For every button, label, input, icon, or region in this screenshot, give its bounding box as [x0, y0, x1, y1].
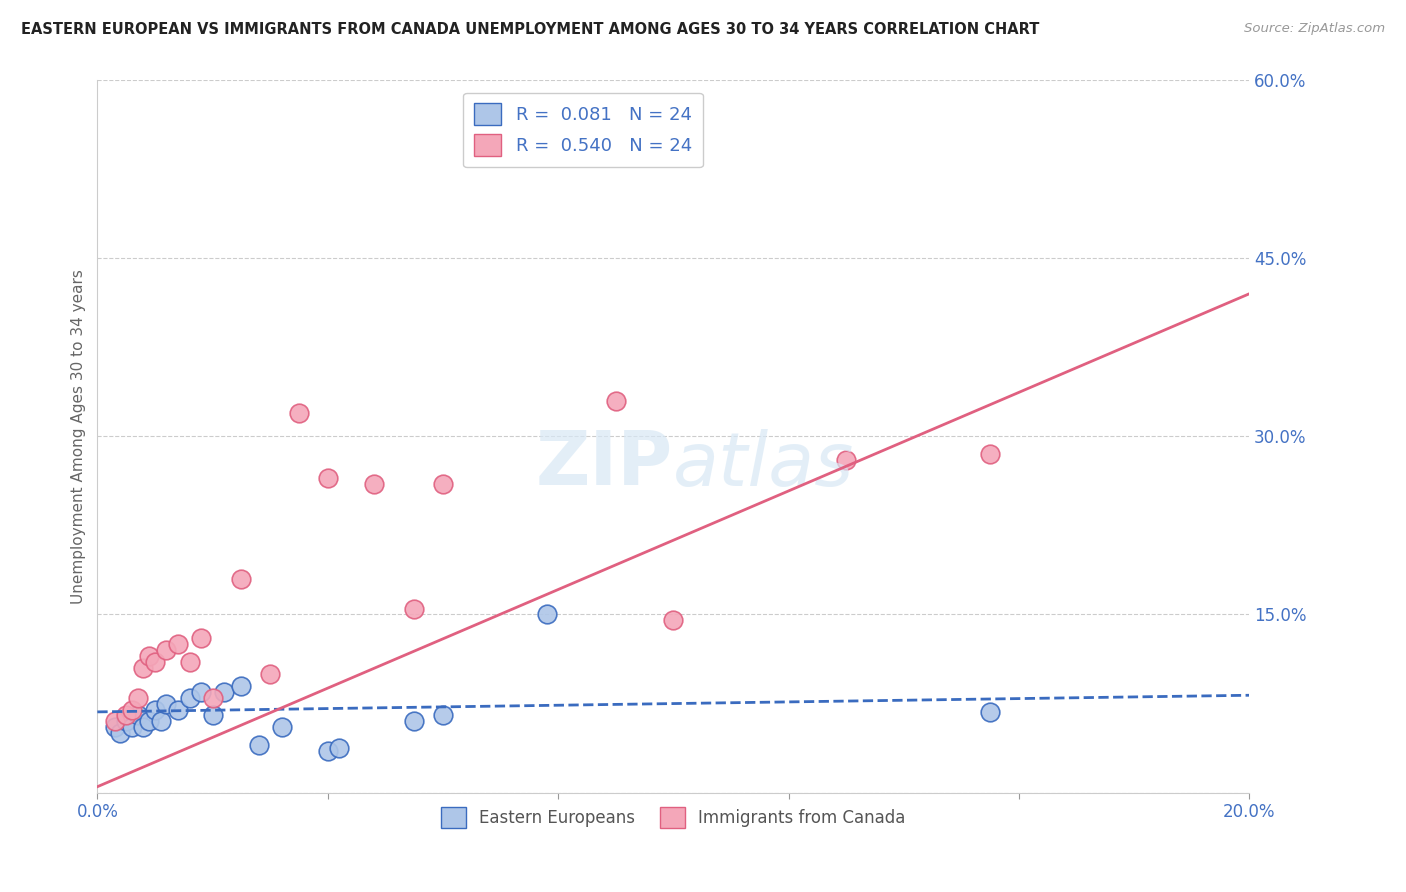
Text: atlas: atlas	[673, 429, 855, 500]
Point	[121, 702, 143, 716]
Point	[115, 708, 138, 723]
Point	[132, 661, 155, 675]
Point	[662, 614, 685, 628]
Point	[270, 720, 292, 734]
Point	[155, 697, 177, 711]
Point	[979, 705, 1001, 719]
Point	[835, 453, 858, 467]
Legend: Eastern Europeans, Immigrants from Canada: Eastern Europeans, Immigrants from Canad…	[434, 800, 912, 834]
Point	[121, 720, 143, 734]
Point	[138, 714, 160, 729]
Point	[316, 471, 339, 485]
Point	[167, 637, 190, 651]
Point	[115, 714, 138, 729]
Point	[404, 714, 426, 729]
Point	[201, 708, 224, 723]
Point	[517, 127, 540, 141]
Point	[288, 406, 311, 420]
Point	[231, 572, 253, 586]
Point	[143, 702, 166, 716]
Point	[143, 655, 166, 669]
Point	[104, 714, 127, 729]
Point	[149, 714, 172, 729]
Point	[138, 648, 160, 663]
Point	[432, 476, 454, 491]
Point	[104, 720, 127, 734]
Point	[328, 740, 350, 755]
Text: EASTERN EUROPEAN VS IMMIGRANTS FROM CANADA UNEMPLOYMENT AMONG AGES 30 TO 34 YEAR: EASTERN EUROPEAN VS IMMIGRANTS FROM CANA…	[21, 22, 1039, 37]
Point	[247, 738, 270, 752]
Text: ZIP: ZIP	[536, 428, 673, 501]
Point	[259, 666, 281, 681]
Point	[127, 690, 149, 705]
Point	[190, 632, 212, 646]
Point	[212, 684, 235, 698]
Point	[110, 726, 132, 740]
Point	[132, 720, 155, 734]
Point	[536, 607, 558, 622]
Point	[979, 447, 1001, 461]
Point	[167, 702, 190, 716]
Point	[404, 601, 426, 615]
Point	[155, 643, 177, 657]
Point	[363, 476, 385, 491]
Point	[127, 708, 149, 723]
Point	[201, 690, 224, 705]
Point	[179, 655, 201, 669]
Y-axis label: Unemployment Among Ages 30 to 34 years: Unemployment Among Ages 30 to 34 years	[72, 268, 86, 604]
Point	[432, 708, 454, 723]
Point	[179, 690, 201, 705]
Point	[231, 679, 253, 693]
Text: Source: ZipAtlas.com: Source: ZipAtlas.com	[1244, 22, 1385, 36]
Point	[605, 393, 627, 408]
Point	[316, 744, 339, 758]
Point	[190, 684, 212, 698]
